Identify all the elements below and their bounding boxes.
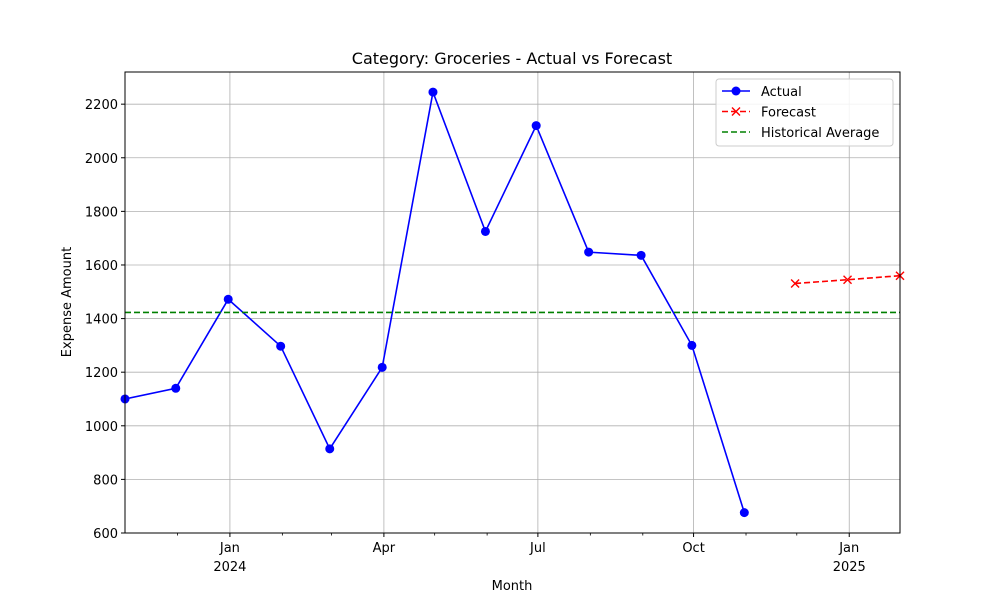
x-tick-label: Jul — [529, 541, 546, 556]
legend-label: Forecast — [761, 106, 816, 121]
y-tick-label: 800 — [93, 473, 118, 488]
actual-data-point — [687, 340, 697, 350]
y-tick-label: 2000 — [85, 152, 118, 167]
y-tick-label: 1000 — [85, 420, 118, 435]
forecast-data-point — [790, 278, 800, 288]
y-tick-label: 1200 — [85, 366, 118, 381]
forecast-data-point — [843, 275, 853, 285]
plot-area-frame — [124, 71, 901, 534]
y-tick-label: 1400 — [85, 313, 118, 328]
legend-entry: Historical Average — [722, 126, 879, 141]
actual-data-point — [584, 247, 594, 257]
actual-data-point — [377, 362, 387, 372]
actual-data-point — [480, 226, 490, 236]
actual-data-point — [223, 294, 233, 304]
actual-data-point — [428, 87, 438, 97]
actual-data-point — [531, 121, 541, 131]
x-tick-label: Oct — [682, 541, 704, 556]
legend-label: Historical Average — [761, 126, 879, 141]
actual-data-point — [739, 508, 749, 518]
legend-box — [715, 78, 894, 147]
actual-data-point — [171, 383, 181, 393]
actual-data-point — [276, 341, 286, 351]
y-axis-label: Expense Amount — [60, 247, 75, 357]
actual-data-point — [636, 250, 646, 260]
x-tick-label: Jan — [838, 541, 859, 556]
y-tick-label: 600 — [93, 527, 118, 542]
x-axis-label: Month — [492, 579, 533, 594]
x-tick-label: Apr — [373, 541, 396, 556]
y-tick-label: 2200 — [85, 98, 118, 113]
legend-entry: Actual — [722, 85, 802, 100]
legend-entry: Forecast — [722, 106, 816, 121]
legend-label: Actual — [761, 85, 802, 100]
x-tick-label: Jan — [219, 541, 240, 556]
chart-title: Category: Groceries - Actual vs Forecast — [352, 49, 672, 68]
legend: Actual Forecast Historical Average — [715, 78, 894, 147]
actual-data-point — [325, 444, 335, 454]
x-tick-year-label: 2025 — [833, 560, 866, 575]
y-tick-label: 1800 — [85, 205, 118, 220]
x-tick-year-label: 2024 — [213, 560, 246, 575]
y-tick-label: 1600 — [85, 259, 118, 274]
